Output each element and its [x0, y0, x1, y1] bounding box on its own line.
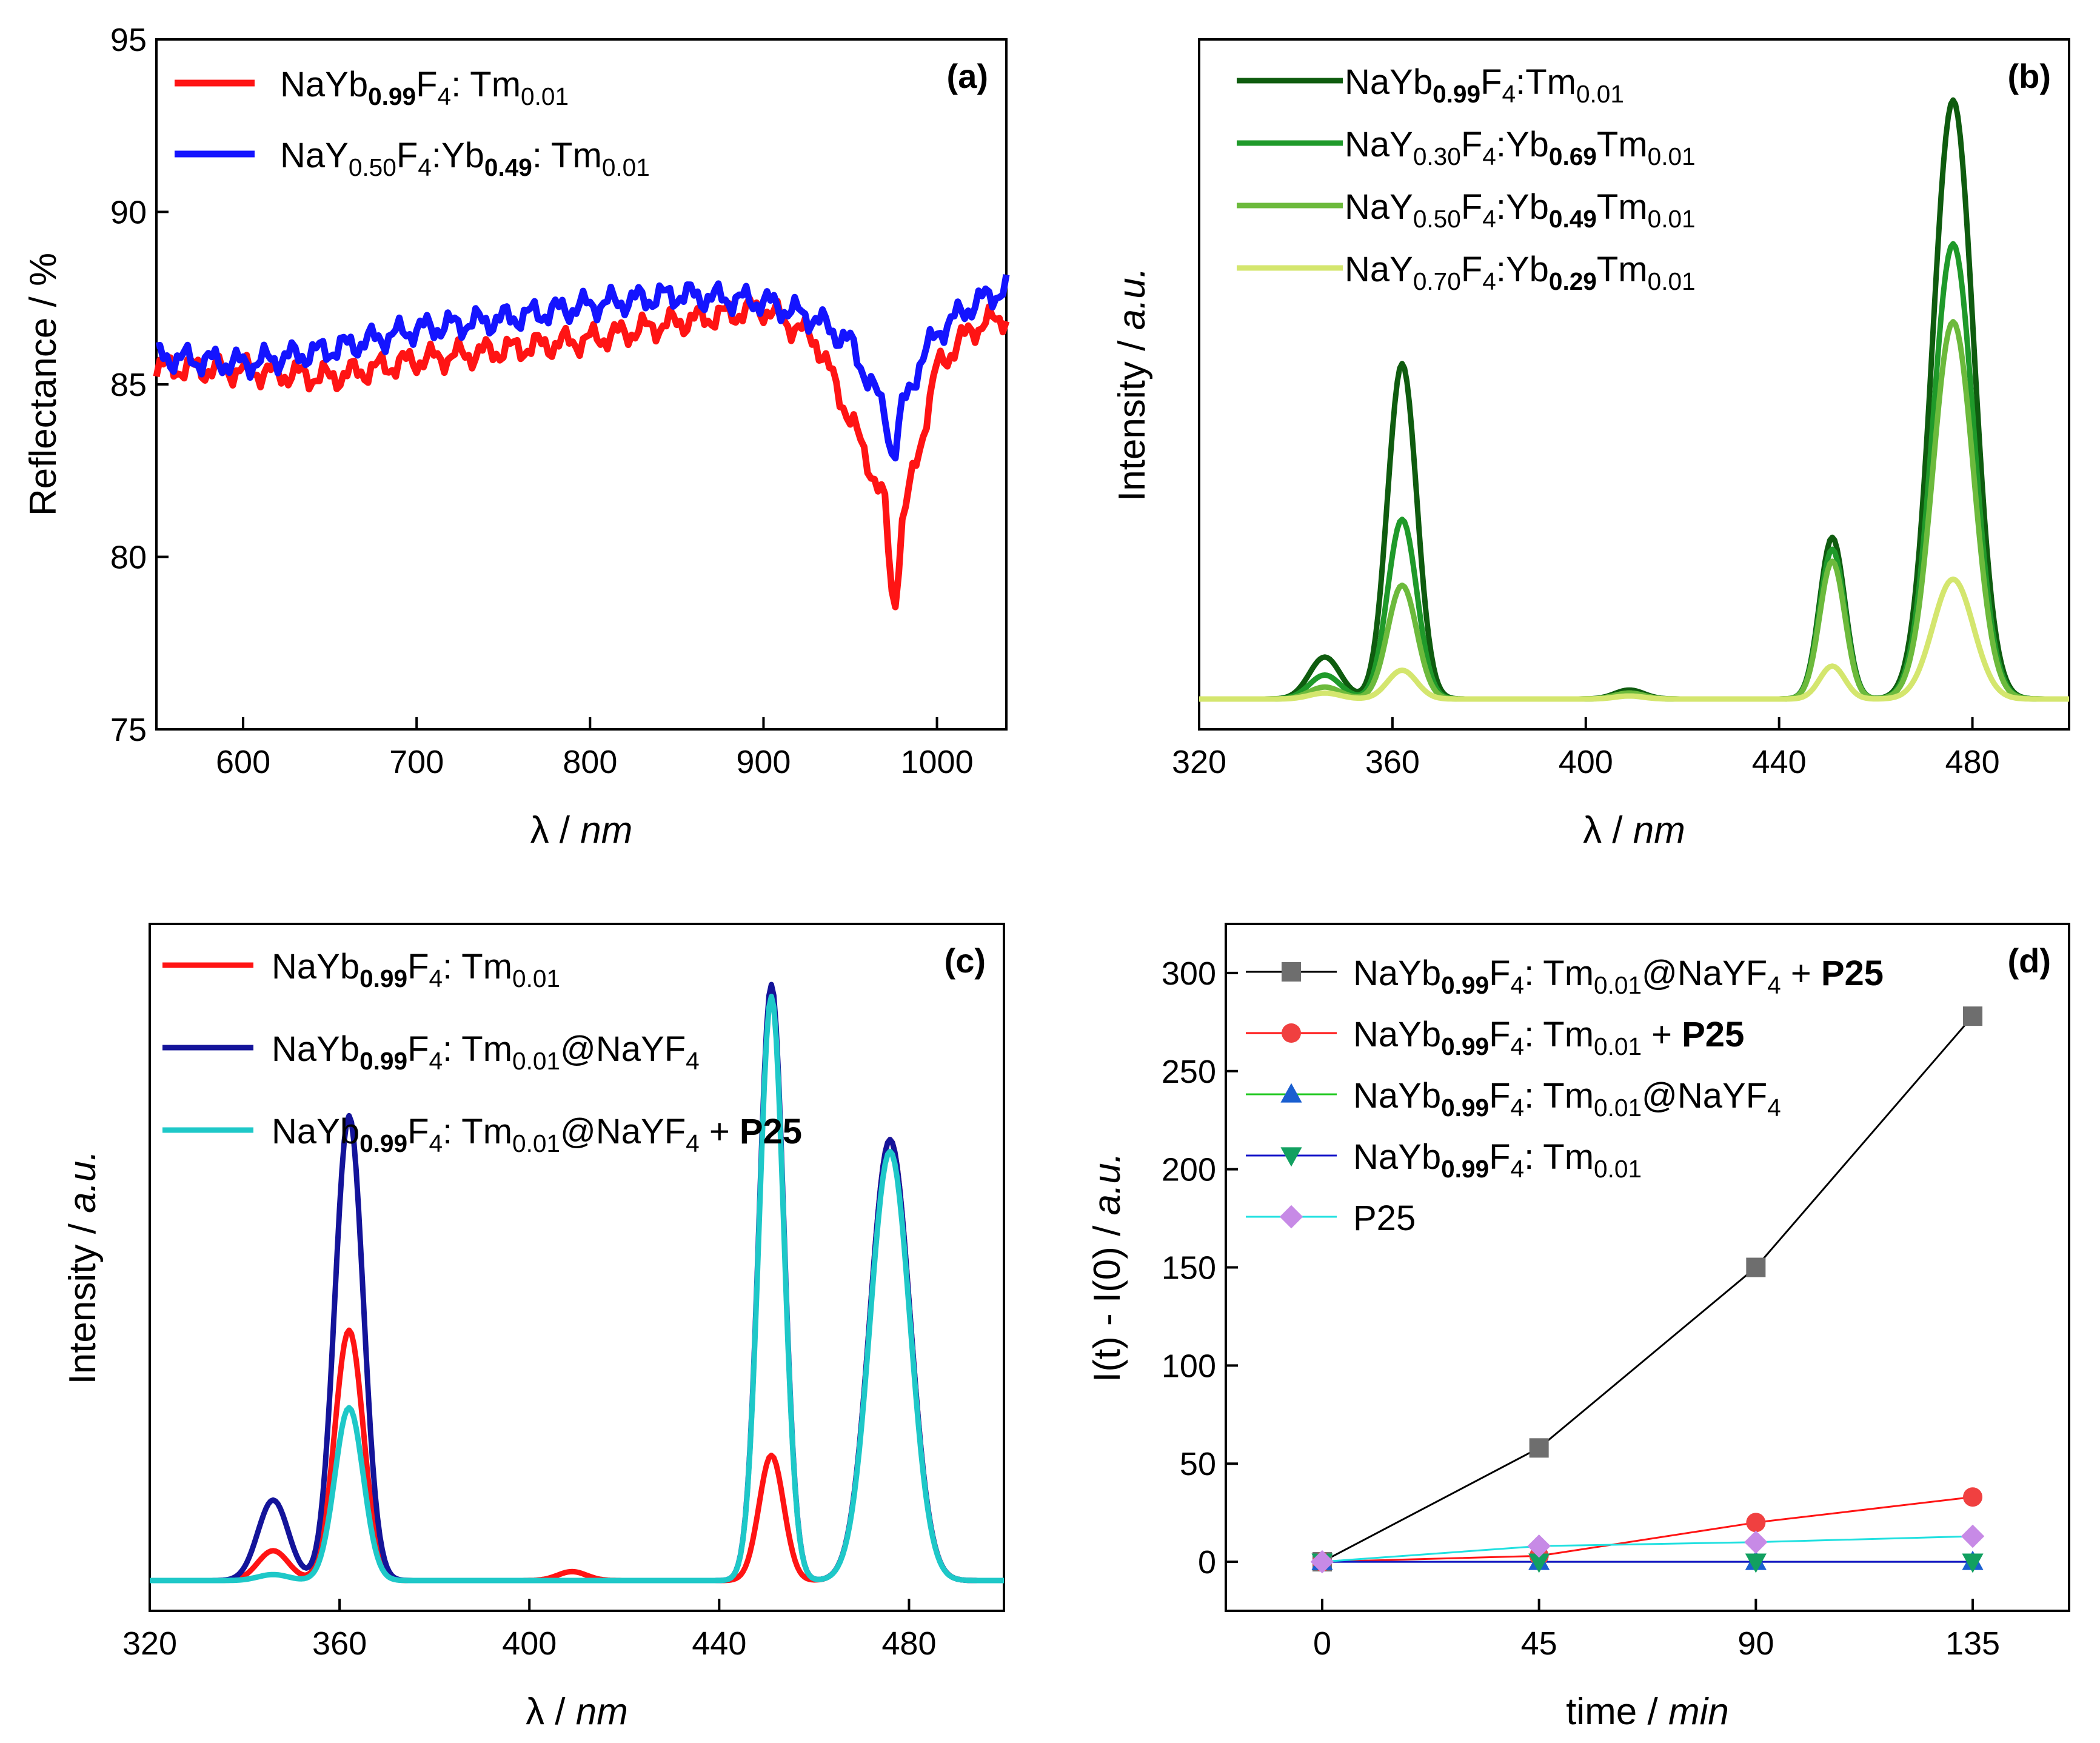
legend-marker-triangle-down — [1280, 1147, 1302, 1167]
legend-label: NaY0.50F4:Yb0.49Tm0.01 — [1345, 187, 1696, 233]
series-line-5 — [1322, 1535, 1973, 1563]
legend-label: NaYb0.99F4: Tm0.01 + P25 — [1353, 1015, 1744, 1060]
x-tick-label: 600 — [216, 744, 270, 780]
legend-label: NaY0.30F4:Yb0.69Tm0.01 — [1345, 125, 1696, 170]
legend-label: NaYb0.99F4: Tm0.01 — [272, 947, 560, 992]
x-tick-label: 360 — [1365, 744, 1420, 780]
y-axis-label: I(t) - I(0) / a.u. — [1086, 1153, 1128, 1382]
x-tick-label: 0 — [1313, 1625, 1331, 1662]
y-tick-label: 50 — [1180, 1446, 1216, 1482]
legend-label: P25 — [1353, 1199, 1416, 1238]
spectrum-line-3 — [149, 994, 1005, 1584]
y-tick-label: 150 — [1162, 1250, 1216, 1286]
x-tick-label: 320 — [122, 1625, 177, 1662]
y-tick-label: 100 — [1162, 1348, 1216, 1384]
legend-marker-diamond — [1279, 1205, 1303, 1229]
series-line-1 — [153, 295, 1010, 611]
panel-d-time-chart: 0 45 90 135 0 50 100 150 200 250 300 NaYb0.99F4: Tm… — [1086, 923, 2070, 1733]
x-tick-label: 400 — [502, 1625, 557, 1662]
data-point-triangle-down — [1528, 1553, 1550, 1573]
y-axis-label: Intensity / a.u. — [1111, 267, 1153, 501]
spectrum-line-4 — [1199, 576, 2070, 702]
y-tick-label: 250 — [1162, 1054, 1216, 1090]
data-point-circle — [1963, 1487, 1983, 1507]
legend-label: NaYb0.99F4: Tm0.01 — [1353, 1137, 1642, 1183]
x-tick-label: 400 — [1559, 744, 1613, 780]
x-tick-label: 440 — [1752, 744, 1807, 780]
y-tick-label: 200 — [1162, 1152, 1216, 1188]
y-axis-label: Intensity / a.u. — [62, 1151, 104, 1385]
legend-label: NaYb0.99F4: Tm0.01@NaYF4 + P25 — [1353, 954, 1884, 999]
x-tick-label: 320 — [1172, 744, 1226, 780]
y-tick-label: 90 — [110, 195, 147, 231]
legend-label: NaYb0.99F4: Tm0.01@NaYF4 — [272, 1029, 700, 1075]
x-tick-label: 90 — [1737, 1625, 1774, 1662]
y-tick-label: 0 — [1198, 1544, 1216, 1581]
y-tick-label: 95 — [110, 22, 147, 58]
y-tick-label: 85 — [110, 367, 147, 403]
panel-label: (b) — [2007, 57, 2051, 95]
panel-label: (c) — [945, 942, 986, 980]
spectrum-line-1 — [149, 1137, 1005, 1584]
legend-label: NaY0.50F4:Yb0.49: Tm0.01 — [280, 136, 650, 181]
x-tick-label: 135 — [1945, 1625, 2000, 1662]
data-point-diamond — [1527, 1534, 1551, 1558]
x-tick-label: 700 — [389, 744, 444, 780]
x-tick-label: 45 — [1521, 1625, 1557, 1662]
legend-label: NaYb0.99F4:Tm0.01 — [1345, 62, 1624, 108]
data-point-triangle-down — [1745, 1553, 1767, 1573]
x-axis-label: λ / nm — [526, 1691, 628, 1733]
x-tick-label: 800 — [563, 744, 617, 780]
plot-frame — [1198, 38, 2070, 731]
y-tick-label: 80 — [110, 540, 147, 576]
panel-label: (a) — [947, 57, 988, 95]
legend-label: NaYb0.99F4: Tm0.01@NaYF4 — [1353, 1076, 1781, 1122]
legend-marker-triangle-up — [1280, 1083, 1302, 1103]
plot-frame — [149, 923, 1005, 1612]
x-tick-label: 1000 — [900, 744, 973, 780]
data-point-square — [1529, 1438, 1549, 1458]
panel-label: (d) — [2007, 942, 2051, 980]
legend-label: NaY0.70F4:Yb0.29Tm0.01 — [1345, 250, 1696, 295]
spectrum-line-2 — [149, 982, 1005, 1584]
y-tick-label: 75 — [110, 712, 147, 748]
data-point-diamond — [1744, 1530, 1768, 1554]
data-point-diamond — [1310, 1550, 1334, 1574]
series-line-1 — [1322, 1015, 1974, 1563]
y-axis-label: Reflectance / % — [22, 253, 64, 516]
x-tick-label: 480 — [881, 1625, 936, 1662]
data-point-circle — [1746, 1513, 1766, 1533]
x-tick-label: 900 — [736, 744, 791, 780]
series-line-2 — [1322, 1496, 1973, 1563]
x-axis-label: λ / nm — [530, 809, 633, 851]
data-point-triangle-down — [1962, 1553, 1984, 1573]
legend-label: NaYb0.99F4: Tm0.01@NaYF4 + P25 — [272, 1112, 802, 1157]
spectrum-line-1 — [1199, 97, 2070, 702]
data-point-square — [1746, 1257, 1766, 1277]
data-point-diamond — [1961, 1524, 1985, 1548]
panel-c-emission-chart: 320 360 400 440 480 NaYb0.99F4: Tm0.01 NaYb0.9… — [62, 923, 1005, 1733]
legend-marker-circle — [1282, 1023, 1301, 1043]
x-tick-label: 440 — [692, 1625, 746, 1662]
legend-marker-square — [1282, 962, 1301, 982]
panel-b-emission-chart: 320 360 400 440 480 NaYb0.99F4:Tm0.01 NaY0.30F… — [1111, 38, 2070, 851]
series-line-2 — [156, 274, 1010, 462]
y-tick-label: 300 — [1162, 955, 1216, 992]
x-tick-label: 480 — [1945, 744, 2000, 780]
x-axis-label: time / min — [1566, 1691, 1729, 1733]
legend-label: NaYb0.99F4: Tm0.01 — [280, 65, 569, 110]
spectrum-line-2 — [1199, 241, 2070, 702]
x-tick-label: 360 — [312, 1625, 367, 1662]
x-axis-label: λ / nm — [1583, 809, 1685, 851]
data-point-square — [1963, 1006, 1983, 1026]
panel-a-reflectance-chart: 600 700 800 900 1000 75 80 85 90 95 NaYb0.99F4: Tm… — [22, 22, 1010, 851]
